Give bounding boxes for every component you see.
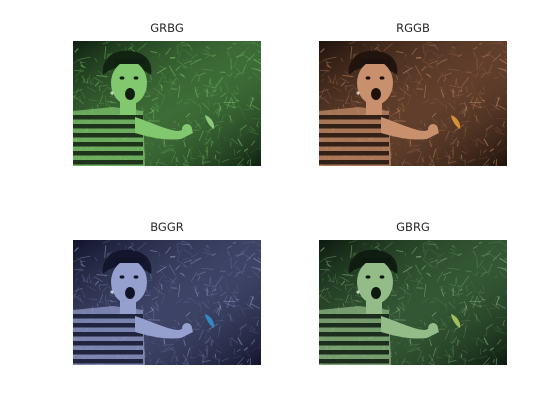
demosaic-image-grbg	[73, 41, 261, 166]
panel-title: BGGR	[150, 220, 184, 234]
demosaic-image-gbrg	[319, 240, 507, 365]
panel-title: RGGB	[396, 21, 430, 35]
demosaic-image-bggr	[73, 240, 261, 365]
panel-title: GRBG	[150, 21, 184, 35]
demosaic-image-rggb	[319, 41, 507, 166]
panel-title: GBRG	[396, 220, 430, 234]
